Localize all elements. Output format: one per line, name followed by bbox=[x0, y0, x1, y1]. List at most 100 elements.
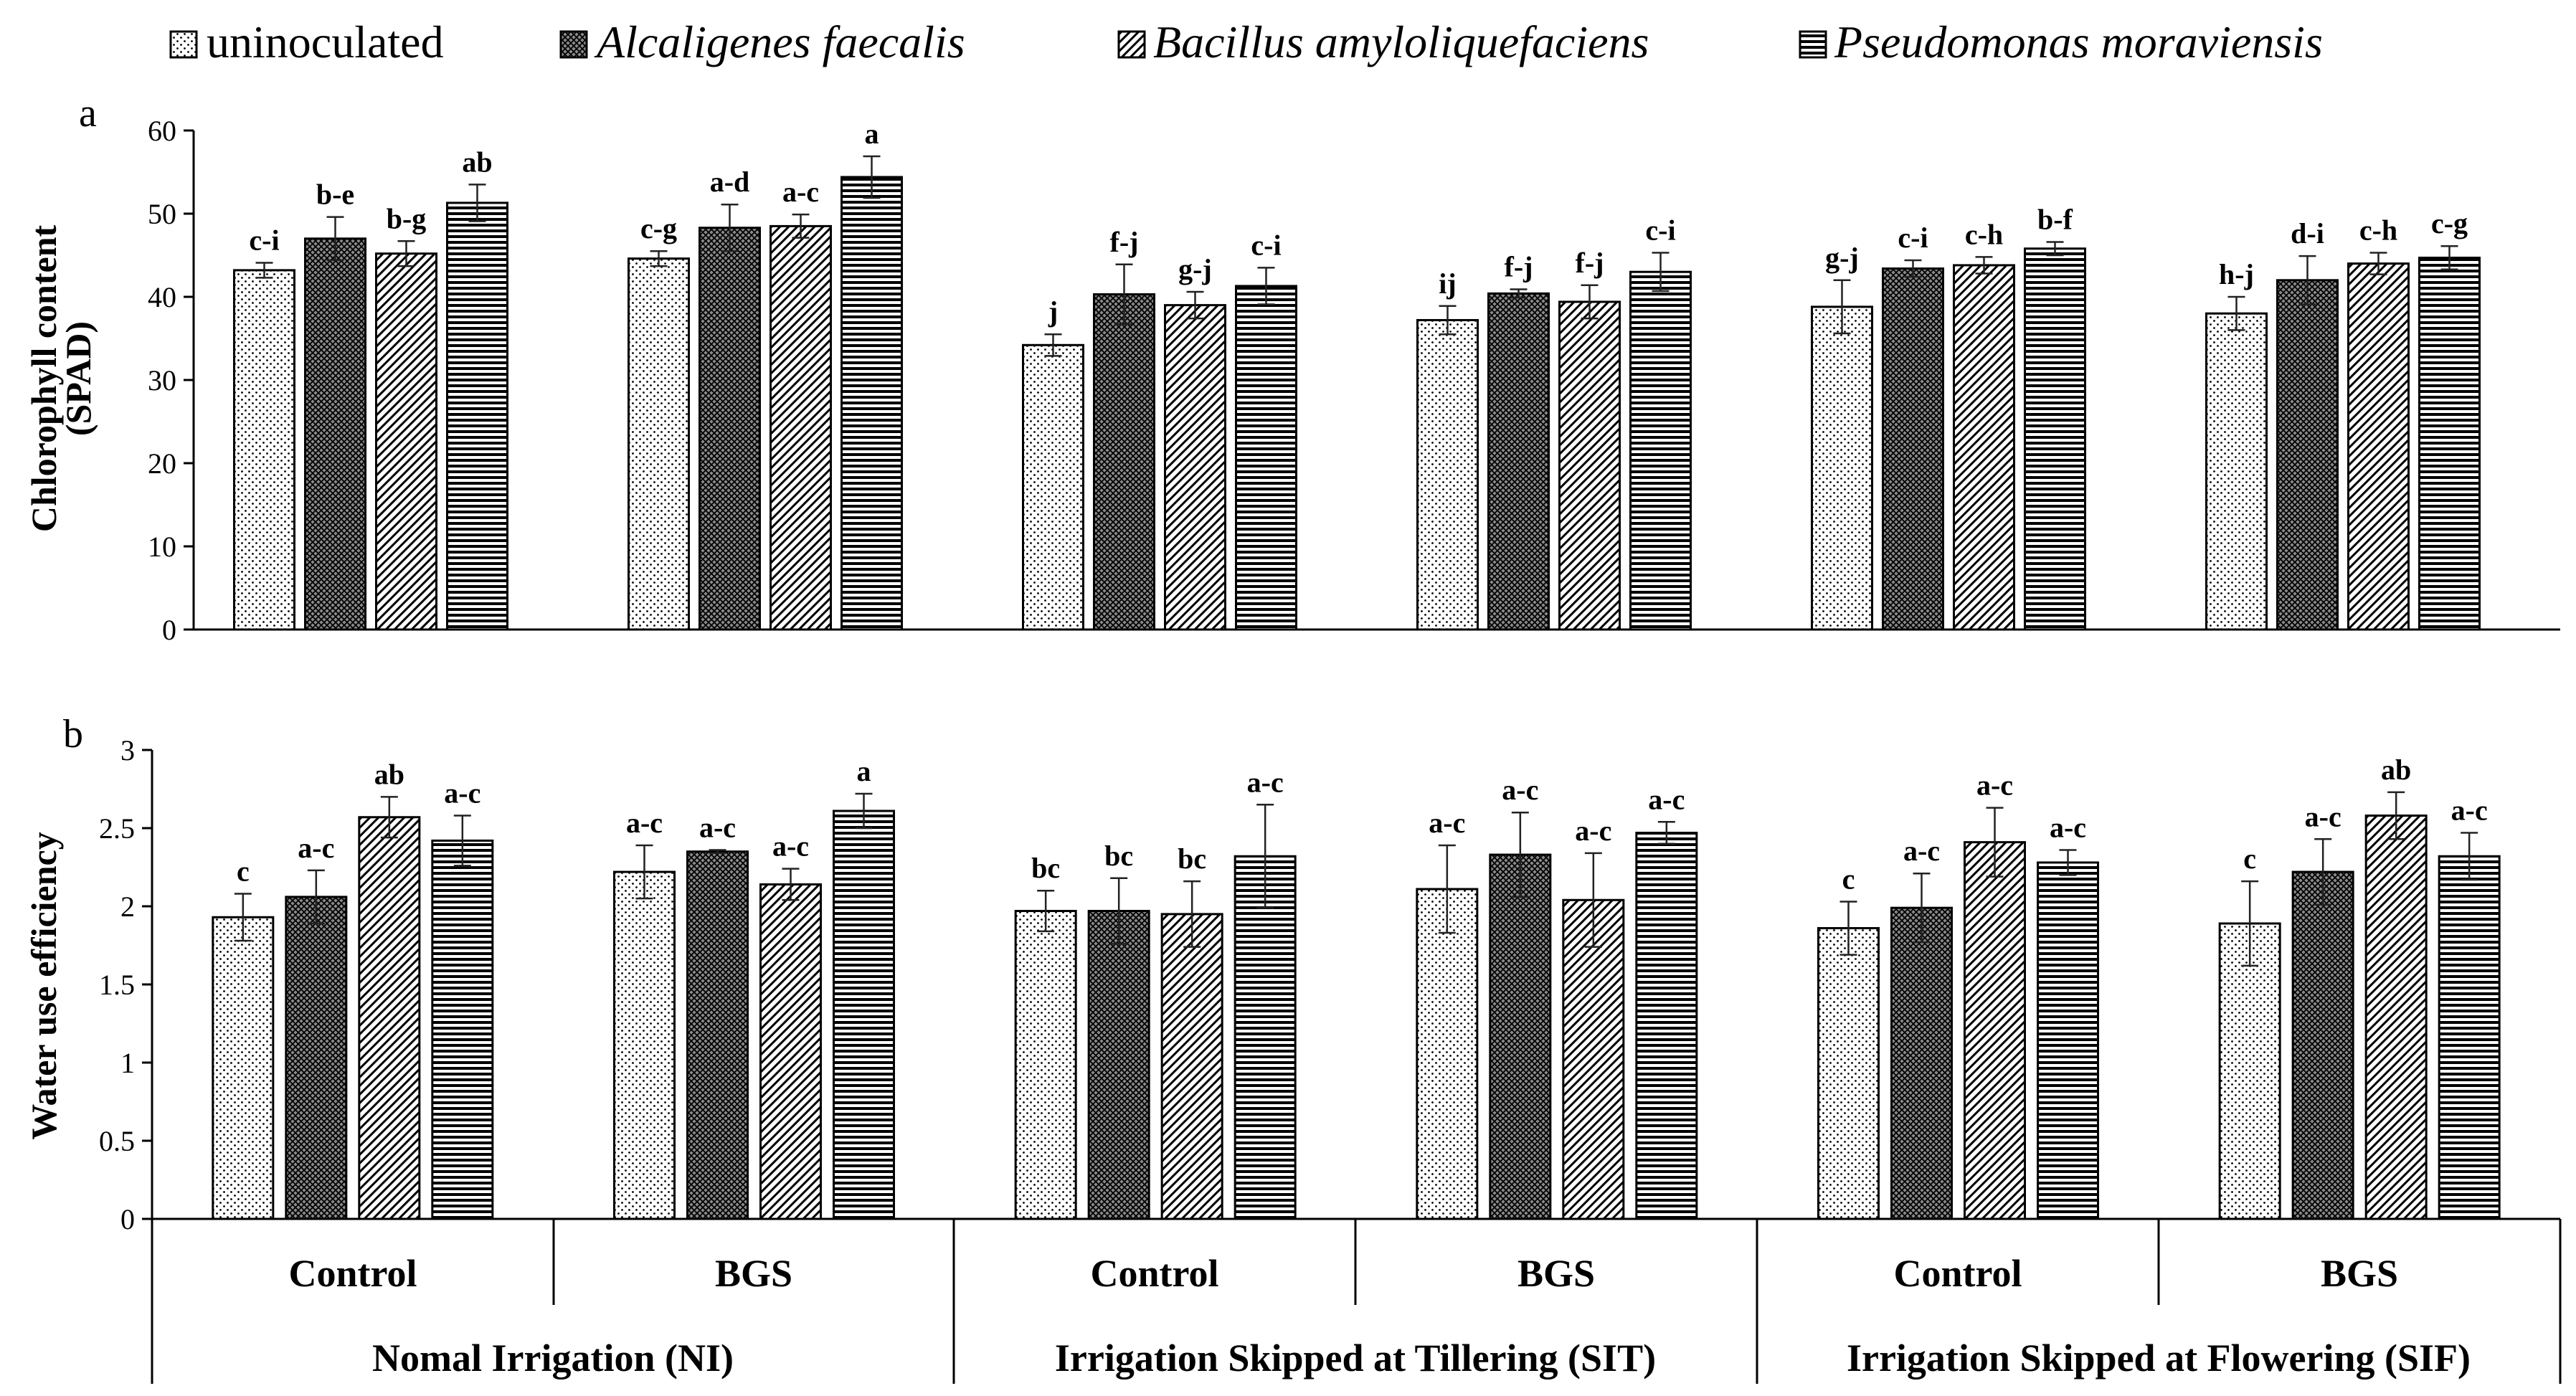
significance-letter-pseudomonas-0: ab bbox=[462, 146, 492, 178]
bar-alcaligenes-5 bbox=[2276, 279, 2339, 631]
legend: uninoculated Alcaligenes faecalis Bacill… bbox=[169, 16, 2323, 67]
bar-pseudomonas-0 bbox=[446, 201, 508, 631]
significance-letter-alcaligenes-2: f-j bbox=[1110, 226, 1139, 258]
y-tick-label: 10 bbox=[148, 531, 176, 563]
significance-letter-uninoculated-4: c bbox=[1842, 863, 1855, 895]
significance-letter-bacillus-2: bc bbox=[1178, 842, 1206, 875]
bar-bacillus-2 bbox=[1160, 913, 1223, 1220]
significance-letter-bacillus-5: ab bbox=[2381, 754, 2411, 786]
significance-letter-pseudomonas-5: c-g bbox=[2431, 207, 2468, 239]
bar-alcaligenes-1 bbox=[686, 850, 749, 1220]
subgroup-label-sit-control: Control bbox=[1090, 1252, 1218, 1295]
significance-letter-alcaligenes-3: a-c bbox=[1502, 774, 1538, 806]
bar-pseudomonas-1 bbox=[833, 809, 895, 1220]
subgroup-label-sit-bgs: BGS bbox=[1517, 1252, 1595, 1295]
bar-bacillus-0 bbox=[375, 252, 437, 631]
bar-pseudomonas-3 bbox=[1635, 832, 1698, 1220]
legend-item-3: Pseudomonas moraviensis bbox=[1799, 16, 2323, 67]
y-tick-label: 50 bbox=[148, 198, 176, 230]
bar-pseudomonas-0 bbox=[431, 839, 494, 1220]
bar-bacillus-3 bbox=[1562, 898, 1625, 1220]
bar-alcaligenes-4 bbox=[1882, 267, 1944, 631]
legend-item-2: Bacillus amyloliquefaciens bbox=[1117, 16, 1649, 67]
panel-b-ylabel: Water use efficiency bbox=[24, 832, 64, 1140]
y-tick-label: 3 bbox=[120, 734, 135, 766]
panel-a-ylabel-line1: Chlorophyll content bbox=[24, 225, 64, 533]
bar-uninoculated-4 bbox=[1811, 305, 1873, 631]
y-tick-label: 0 bbox=[162, 614, 176, 646]
bar-bacillus-4 bbox=[1953, 264, 2015, 631]
bar-uninoculated-3 bbox=[1416, 888, 1479, 1220]
bar-bacillus-1 bbox=[770, 224, 832, 631]
legend-item-0: uninoculated bbox=[169, 16, 444, 67]
group-label-sif: Irrigation Skipped at Flowering (SIF) bbox=[1847, 1336, 2471, 1380]
significance-letter-bacillus-2: g-j bbox=[1178, 253, 1212, 285]
significance-letter-bacillus-0: b-g bbox=[387, 202, 427, 234]
significance-letter-alcaligenes-4: a-c bbox=[1903, 835, 1940, 867]
significance-letter-alcaligenes-0: a-c bbox=[298, 832, 334, 864]
bar-bacillus-5 bbox=[2364, 815, 2428, 1220]
bar-alcaligenes-2 bbox=[1087, 910, 1150, 1220]
significance-letter-uninoculated-5: h-j bbox=[2219, 258, 2254, 290]
y-tick-label: 0.5 bbox=[99, 1125, 135, 1157]
bar-uninoculated-1 bbox=[628, 257, 690, 631]
bar-bacillus-4 bbox=[1964, 841, 2026, 1220]
subgroup-label-sif-control: Control bbox=[1893, 1252, 2022, 1295]
y-tick-label: 1.5 bbox=[99, 969, 135, 1001]
bar-pseudomonas-1 bbox=[840, 176, 903, 631]
y-tick-label: 0 bbox=[120, 1203, 135, 1235]
significance-letter-pseudomonas-2: c-i bbox=[1251, 229, 1281, 261]
bar-pseudomonas-2 bbox=[1233, 855, 1297, 1220]
panel-a-label: a bbox=[79, 91, 97, 136]
legend-swatch-pseudomonas bbox=[1799, 30, 1827, 59]
significance-letter-alcaligenes-0: b-e bbox=[316, 179, 354, 211]
significance-letter-uninoculated-3: a-c bbox=[1429, 807, 1465, 839]
group-label-ni: Nomal Irrigation (NI) bbox=[372, 1336, 734, 1380]
subgroup-label-ni-control: Control bbox=[288, 1252, 417, 1295]
bar-uninoculated-5 bbox=[2218, 922, 2281, 1220]
significance-letter-pseudomonas-3: a-c bbox=[1648, 783, 1685, 815]
significance-letter-alcaligenes-4: c-i bbox=[1898, 222, 1928, 254]
bar-uninoculated-2 bbox=[1022, 343, 1084, 631]
bar-bacillus-3 bbox=[1558, 300, 1621, 631]
panel-a-plot: 0 10 20 30 40 50 60 c-i b-e b-g ab c-g a-d a-c a j f-j g-… bbox=[148, 115, 2560, 646]
bar-pseudomonas-3 bbox=[1629, 270, 1692, 631]
significance-letter-pseudomonas-4: b-f bbox=[2037, 203, 2073, 235]
legend-label-uninoculated: uninoculated bbox=[207, 16, 444, 67]
significance-letter-bacillus-1: a-c bbox=[772, 830, 809, 863]
significance-letter-alcaligenes-2: bc bbox=[1104, 840, 1133, 872]
significance-letter-pseudomonas-1: a bbox=[857, 755, 871, 787]
legend-swatch-alcaligenes bbox=[559, 30, 588, 59]
bar-alcaligenes-3 bbox=[1489, 853, 1552, 1220]
significance-letter-bacillus-0: ab bbox=[374, 758, 404, 790]
bar-uninoculated-0 bbox=[212, 916, 275, 1220]
legend-label-pseudomonas: Pseudomonas moraviensis bbox=[1834, 16, 2323, 67]
subgroup-label-ni-bgs: BGS bbox=[715, 1252, 792, 1295]
legend-swatch-bacillus bbox=[1117, 30, 1146, 59]
bar-pseudomonas-2 bbox=[1235, 285, 1297, 631]
y-tick-label: 2.5 bbox=[99, 812, 135, 845]
significance-letter-pseudomonas-4: a-c bbox=[2050, 812, 2086, 844]
significance-letter-uninoculated-1: a-c bbox=[626, 807, 663, 839]
significance-letter-alcaligenes-3: f-j bbox=[1505, 251, 1533, 283]
y-tick-label: 2 bbox=[120, 891, 135, 923]
significance-letter-pseudomonas-5: a-c bbox=[2451, 794, 2488, 827]
significance-letter-uninoculated-5: c bbox=[2243, 842, 2256, 875]
bar-alcaligenes-2 bbox=[1093, 293, 1155, 631]
significance-letter-pseudomonas-1: a bbox=[865, 118, 879, 150]
significance-letter-uninoculated-0: c-i bbox=[249, 224, 279, 256]
panel-b: b Water use efficiency 0 0.5 1 1.5 2 2.5 3 c a-c… bbox=[24, 712, 2560, 1235]
bar-alcaligenes-3 bbox=[1487, 292, 1550, 631]
bar-pseudomonas-4 bbox=[2024, 247, 2086, 631]
group-label-sit: Irrigation Skipped at Tillering (SIT) bbox=[1055, 1336, 1656, 1380]
panel-b-label: b bbox=[63, 712, 83, 756]
bar-alcaligenes-1 bbox=[699, 227, 761, 631]
legend-item-1: Alcaligenes faecalis bbox=[559, 16, 965, 67]
legend-label-alcaligenes: Alcaligenes faecalis bbox=[594, 16, 965, 67]
bar-alcaligenes-0 bbox=[304, 237, 366, 631]
panel-a-ylabel-line2: (SPAD) bbox=[58, 321, 98, 436]
bar-pseudomonas-5 bbox=[2418, 256, 2481, 631]
bar-uninoculated-4 bbox=[1817, 927, 1880, 1220]
